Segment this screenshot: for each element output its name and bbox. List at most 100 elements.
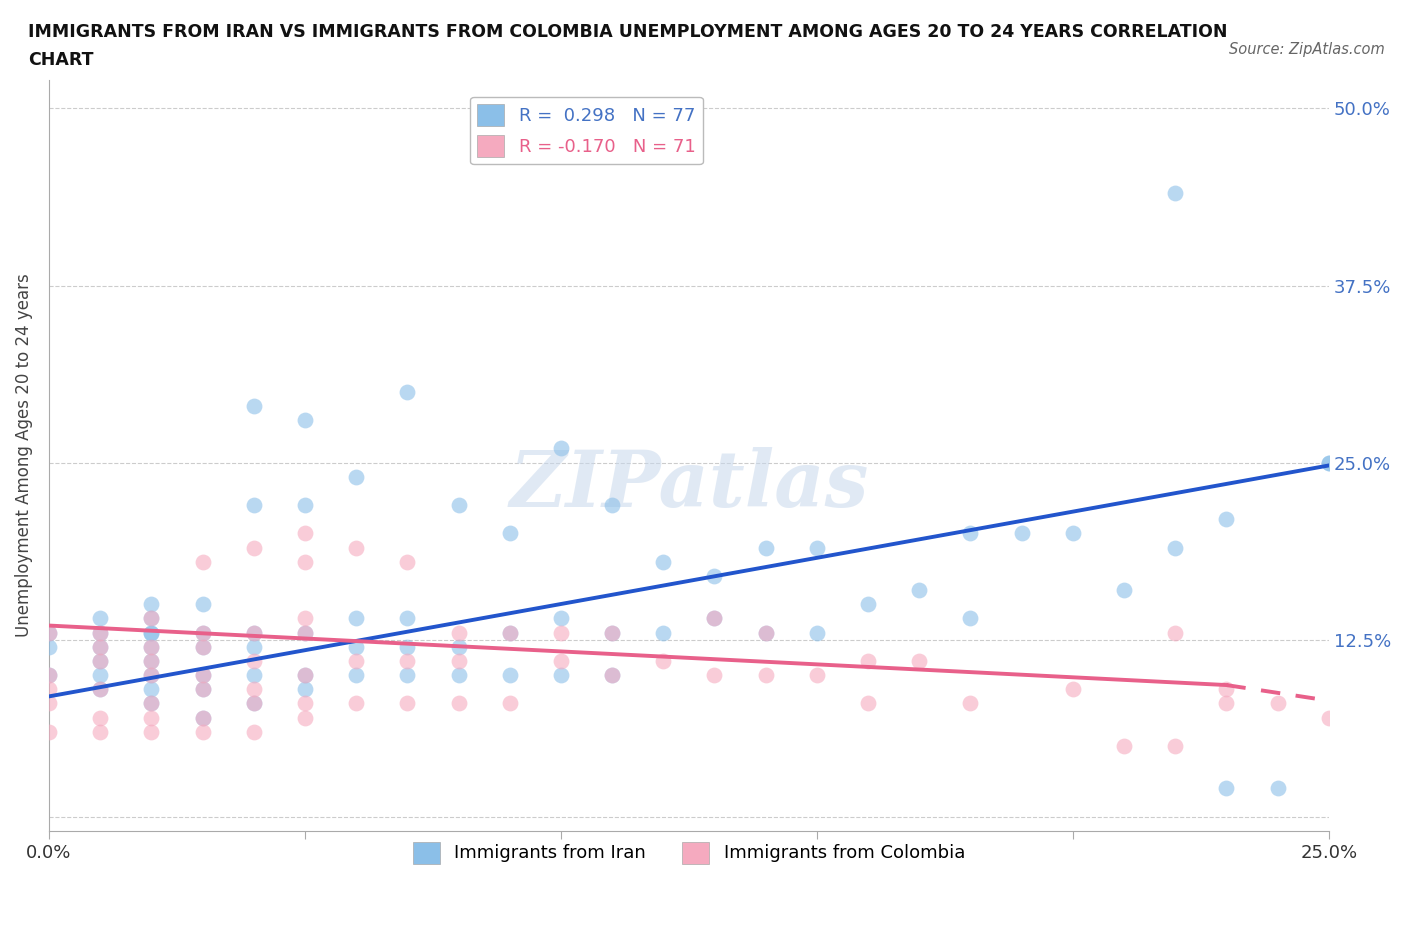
Point (755, 540, 778, 555)
Point (242, 540, 264, 555)
Point (344, 668, 367, 683)
Point (294, 682, 316, 697)
Point (1317, 711, 1340, 725)
Point (755, 668, 778, 683)
Point (141, 711, 163, 725)
Point (141, 668, 163, 683)
Point (38, 696, 60, 711)
Point (1164, 540, 1187, 555)
Point (294, 668, 316, 683)
Point (652, 654, 675, 669)
Point (499, 526, 522, 541)
Point (38, 724, 60, 739)
Point (806, 625, 828, 640)
Point (141, 696, 163, 711)
Point (447, 654, 470, 669)
Point (908, 583, 931, 598)
Point (191, 682, 214, 697)
Point (1062, 526, 1084, 541)
Point (959, 611, 981, 626)
Point (242, 639, 264, 654)
Point (550, 611, 572, 626)
Point (89, 611, 111, 626)
Point (141, 654, 163, 669)
Point (344, 540, 367, 555)
Point (499, 625, 522, 640)
Point (38, 668, 60, 683)
Point (242, 399, 264, 414)
Point (141, 724, 163, 739)
Point (38, 682, 60, 697)
Point (191, 639, 214, 654)
Point (1267, 696, 1289, 711)
Point (191, 724, 214, 739)
Text: ZIPatlas: ZIPatlas (509, 447, 869, 524)
Point (141, 597, 163, 612)
Point (294, 696, 316, 711)
Point (959, 526, 981, 541)
Point (89, 639, 111, 654)
Point (294, 625, 316, 640)
Point (600, 498, 623, 512)
Point (294, 413, 316, 428)
Point (344, 611, 367, 626)
Point (652, 554, 675, 569)
Point (600, 668, 623, 683)
Point (89, 682, 111, 697)
Point (755, 625, 778, 640)
Point (294, 711, 316, 725)
Point (652, 625, 675, 640)
Point (1267, 781, 1289, 796)
Point (856, 597, 879, 612)
Point (191, 625, 214, 640)
Point (191, 682, 214, 697)
Point (294, 554, 316, 569)
Point (1112, 738, 1135, 753)
Point (89, 654, 111, 669)
Point (89, 711, 111, 725)
Point (550, 654, 572, 669)
Point (550, 441, 572, 456)
Point (1215, 512, 1237, 526)
Point (856, 654, 879, 669)
Point (1164, 625, 1187, 640)
Point (1215, 781, 1237, 796)
Point (89, 682, 111, 697)
Point (703, 611, 725, 626)
Point (499, 696, 522, 711)
Point (294, 526, 316, 541)
Point (344, 470, 367, 485)
Point (550, 668, 572, 683)
Point (141, 639, 163, 654)
Point (191, 625, 214, 640)
Y-axis label: Unemployment Among Ages 20 to 24 years: Unemployment Among Ages 20 to 24 years (15, 273, 32, 637)
Point (344, 654, 367, 669)
Point (344, 696, 367, 711)
Point (959, 696, 981, 711)
Point (1062, 682, 1084, 697)
Point (38, 639, 60, 654)
Point (396, 611, 419, 626)
Point (499, 668, 522, 683)
Point (242, 498, 264, 512)
Point (141, 625, 163, 640)
Point (396, 654, 419, 669)
Point (1112, 583, 1135, 598)
Point (1317, 455, 1340, 470)
Point (141, 639, 163, 654)
Point (755, 625, 778, 640)
Point (396, 639, 419, 654)
Point (703, 568, 725, 583)
Point (806, 668, 828, 683)
Point (242, 696, 264, 711)
Point (1317, 455, 1340, 470)
Point (1011, 526, 1033, 541)
Point (89, 724, 111, 739)
Point (447, 696, 470, 711)
Point (1164, 738, 1187, 753)
Point (191, 554, 214, 569)
Point (141, 668, 163, 683)
Point (396, 696, 419, 711)
Point (242, 724, 264, 739)
Point (396, 384, 419, 399)
